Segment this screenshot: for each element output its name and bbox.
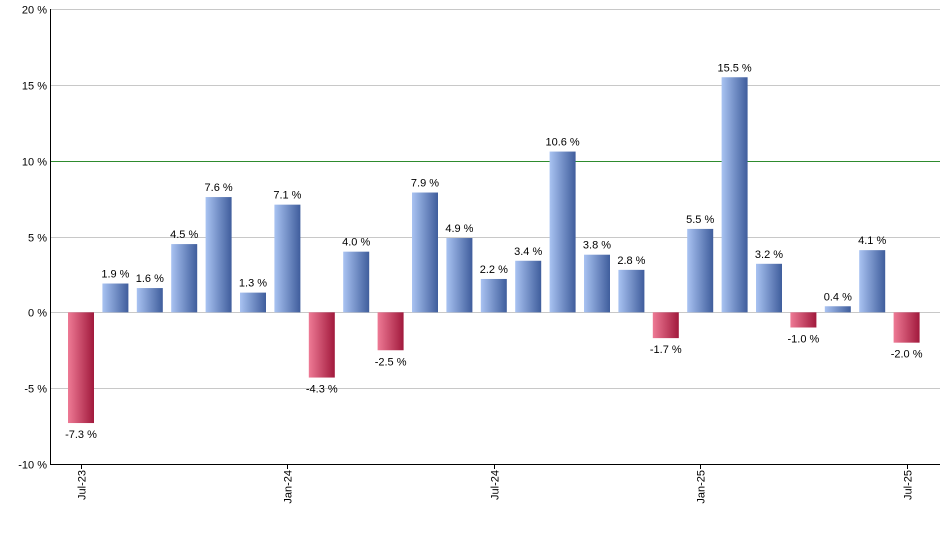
bar-Nov-24 — [618, 269, 645, 313]
bar-Aug-24 — [515, 260, 542, 313]
bar-value-labels: -7.3 % 1.9 % 1.6 % 4.5 % 7.6 % 1.3 % 7.1 % -4.3… — [65, 62, 923, 441]
bar-value-label: -2.0 % — [891, 349, 923, 361]
bar-Oct-23 — [171, 244, 198, 313]
bar-value-label: 3.2 % — [755, 249, 783, 261]
bar-value-label: 1.3 % — [239, 278, 267, 290]
bar-Apr-25 — [790, 312, 817, 328]
x-tick-label: Jul-23 — [77, 470, 89, 500]
x-tick-label: Jul-24 — [490, 470, 502, 500]
bar-value-label: -1.0 % — [788, 334, 820, 346]
bar-value-label: 0.4 % — [824, 291, 852, 303]
y-tick-label: 20 % — [22, 5, 47, 17]
bar-Jul-25 — [893, 312, 920, 343]
x-tick-label: Jan-24 — [283, 470, 295, 504]
bar-May-25 — [824, 306, 851, 313]
bar-Feb-25 — [721, 77, 748, 313]
bar-Sep-23 — [136, 288, 163, 313]
axes: -10 % -5 % 0 % 5 % 10 % 15 % 20 % Jul-23 Jan-24 J… — [18, 5, 940, 504]
bar-Dec-23 — [240, 292, 266, 313]
y-tick-label: 5 % — [28, 233, 47, 245]
bar-value-label: 1.9 % — [101, 269, 129, 281]
bar-value-label: 15.5 % — [717, 62, 751, 74]
bar-value-label: -2.5 % — [375, 356, 407, 368]
x-tick-label: Jul-25 — [903, 470, 915, 500]
bar-May-24 — [412, 192, 438, 313]
bar-value-label: 7.9 % — [411, 178, 439, 190]
bar-Mar-24 — [343, 251, 370, 313]
bar-Jan-25 — [687, 228, 714, 313]
bar-value-label: 4.9 % — [445, 223, 473, 235]
x-tick-label: Jan-25 — [696, 470, 708, 504]
bar-Oct-24 — [584, 254, 610, 313]
bar-value-label: 7.6 % — [205, 182, 233, 194]
y-tick-label: 10 % — [22, 157, 47, 169]
bar-value-label: 5.5 % — [686, 214, 714, 226]
y-tick-label: 15 % — [22, 81, 47, 93]
bar-Jun-24 — [446, 238, 473, 313]
bar-Jul-24 — [480, 278, 507, 313]
bar-value-label: 3.4 % — [514, 246, 542, 258]
bar-Aug-23 — [102, 283, 129, 313]
y-tick-label: -10 % — [18, 460, 47, 472]
bar-Sep-24 — [549, 151, 576, 313]
bar-value-label: 1.6 % — [136, 273, 164, 285]
bar-value-label: 2.8 % — [617, 255, 645, 267]
bar-value-label: -4.3 % — [306, 384, 338, 396]
bar-Jul-23 — [68, 312, 94, 424]
bar-Jun-25 — [859, 250, 886, 313]
bar-value-label: 10.6 % — [545, 137, 579, 149]
bar-value-label: 2.2 % — [480, 264, 508, 276]
bar-value-label: 7.1 % — [273, 190, 301, 202]
bar-Nov-23 — [205, 197, 232, 313]
bar-Mar-25 — [756, 263, 782, 313]
gridlines — [50, 9, 940, 465]
bars — [68, 77, 920, 424]
bar-value-label: 4.0 % — [342, 237, 370, 249]
bar-value-label: 4.5 % — [170, 229, 198, 241]
bar-Dec-24 — [652, 312, 679, 339]
bar-value-label: -1.7 % — [650, 344, 682, 356]
bar-value-label: 4.1 % — [858, 235, 886, 247]
bar-Jan-24 — [274, 204, 301, 313]
bar-Feb-24 — [308, 312, 335, 378]
bar-value-label: 3.8 % — [583, 240, 611, 252]
bar-Apr-24 — [377, 312, 404, 351]
y-tick-label: -5 % — [24, 384, 47, 396]
bar-value-label: -7.3 % — [65, 429, 97, 441]
y-tick-label: 0 % — [28, 308, 47, 320]
